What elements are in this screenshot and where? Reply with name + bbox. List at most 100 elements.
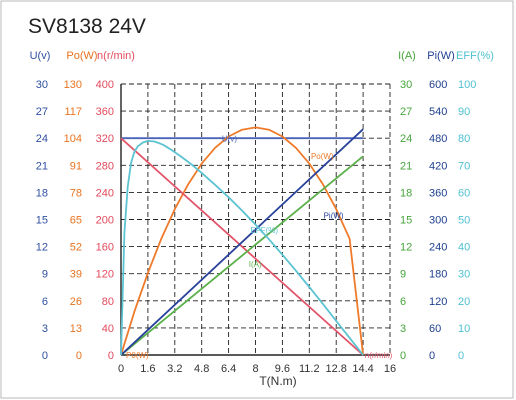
right-axis-tick-label: 21 bbox=[400, 160, 412, 172]
right-axis-tick-label: 6 bbox=[400, 296, 406, 308]
series-line bbox=[120, 155, 364, 356]
right-axis-tick-label: 50 bbox=[458, 215, 470, 227]
left-axis-tick-label: 52 bbox=[70, 242, 82, 254]
x-axis-tick-label: 0 bbox=[118, 363, 124, 375]
left-axis-header: U(v) bbox=[30, 50, 51, 62]
right-axis-tick-label: 540 bbox=[429, 106, 447, 118]
left-axis-tick-label: 3 bbox=[42, 323, 48, 335]
left-axis-tick-label: 117 bbox=[64, 106, 82, 118]
left-axis-tick-label: 130 bbox=[64, 79, 82, 91]
left-axis-tick-label: 13 bbox=[70, 323, 82, 335]
series-line bbox=[120, 137, 364, 356]
right-axis-tick-label: 360 bbox=[429, 187, 447, 199]
right-axis-tick-label: 300 bbox=[429, 215, 447, 227]
series-annotation: Pi(W) bbox=[324, 211, 344, 220]
left-axis-tick-label: 27 bbox=[36, 106, 48, 118]
left-axis-tick-label: 80 bbox=[102, 296, 114, 308]
left-axis-tick-label: 160 bbox=[96, 242, 114, 254]
left-axis-tick-label: 15 bbox=[36, 215, 48, 227]
x-axis-tick-label: 1.6 bbox=[140, 363, 155, 375]
x-axis-tick-label: 14.4 bbox=[352, 363, 373, 375]
left-axis-tick-label: 78 bbox=[70, 187, 82, 199]
series-line bbox=[120, 139, 364, 356]
left-axis-header: Po(W) bbox=[66, 50, 97, 62]
right-axis-tick-label: 420 bbox=[429, 160, 447, 172]
right-axis-tick-label: 10 bbox=[458, 323, 470, 335]
series-annotation: U(v) bbox=[222, 135, 237, 144]
right-axis-tick-label: 40 bbox=[458, 242, 470, 254]
x-axis-tick-label: 6.4 bbox=[221, 363, 236, 375]
x-axis-tick-label: 9.6 bbox=[275, 363, 290, 375]
right-axis-tick-label: 27 bbox=[400, 106, 412, 118]
right-axis-header: I(A) bbox=[398, 50, 416, 62]
left-axis-tick-label: 120 bbox=[96, 269, 114, 281]
right-axis-tick-label: 12 bbox=[400, 242, 412, 254]
left-axis-tick-label: 24 bbox=[36, 133, 48, 145]
right-axis-tick-label: 3 bbox=[400, 323, 406, 335]
x-axis-tick-label: 11.2 bbox=[299, 363, 320, 375]
right-axis-tick-label: 120 bbox=[429, 296, 447, 308]
right-axis-tick-label: 60 bbox=[429, 323, 441, 335]
x-axis-tick-label: 12.8 bbox=[325, 363, 346, 375]
left-axis-tick-label: 200 bbox=[96, 215, 114, 227]
annotations: U(v) Po(W) Pi(W) EFF(%) I(A) P0(W) n(r/min) bbox=[126, 135, 393, 360]
right-axis-tick-label: 9 bbox=[400, 269, 406, 281]
left-axis-header: n(r/min) bbox=[97, 50, 135, 62]
left-axis-tick-label: 21 bbox=[36, 160, 48, 172]
left-axis-tick-label: 320 bbox=[96, 133, 114, 145]
x-axis: 0 1.6 3.2 4.8 6.4 8 9.6 11.2 12.8 14.4 16 bbox=[118, 363, 396, 375]
right-axis-tick-label: 18 bbox=[400, 187, 412, 199]
right-axis-tick-label: 30 bbox=[400, 79, 412, 91]
right-axis-tick-label: 240 bbox=[429, 242, 447, 254]
right-axis-tick-label: 180 bbox=[429, 269, 447, 281]
left-axis-tick-label: 26 bbox=[70, 296, 82, 308]
right-axis-tick-label: 480 bbox=[429, 133, 447, 145]
right-axis-header: Pi(W) bbox=[427, 50, 455, 62]
left-axis-tick-label: 6 bbox=[42, 296, 48, 308]
left-axis-tick-label: 0 bbox=[42, 350, 48, 362]
series-annotation: Po(W) bbox=[311, 152, 334, 161]
right-axis-tick-label: 30 bbox=[458, 269, 470, 281]
x-axis-label: T(N.m) bbox=[259, 374, 296, 388]
left-axis-tick-label: 0 bbox=[76, 350, 82, 362]
right-axis-tick-label: 0 bbox=[400, 350, 406, 362]
left-axis-tick-label: 280 bbox=[96, 160, 114, 172]
right-axis-tick-label: 0 bbox=[458, 350, 464, 362]
x-axis-tick-label: 4.8 bbox=[194, 363, 209, 375]
right-axis-tick-label: 80 bbox=[458, 133, 470, 145]
left-axis-tick-label: 12 bbox=[36, 242, 48, 254]
series-annotation: EFF(%) bbox=[250, 226, 278, 235]
series-annotation: P0(W) bbox=[126, 351, 149, 360]
series-annotation: n(r/min) bbox=[365, 351, 393, 360]
left-axis-tick-label: 360 bbox=[96, 106, 114, 118]
right-axes: I(A) 0 3 6 9 12 15 18 21 24 27 30 Pi(W) 0 60 120 180 240 3… bbox=[398, 50, 494, 362]
right-axis-tick-label: 15 bbox=[400, 215, 412, 227]
right-axis-tick-label: 0 bbox=[429, 350, 435, 362]
left-axis-tick-label: 0 bbox=[108, 350, 114, 362]
grid bbox=[120, 83, 391, 356]
left-axis-tick-label: 91 bbox=[70, 160, 82, 172]
x-axis-tick-label: 8 bbox=[252, 363, 258, 375]
right-axis-tick-label: 90 bbox=[458, 106, 470, 118]
right-axis-tick-label: 70 bbox=[458, 160, 470, 172]
left-axis-tick-label: 40 bbox=[102, 323, 114, 335]
left-axis-tick-label: 240 bbox=[96, 187, 114, 199]
x-axis-tick-label: 16 bbox=[384, 363, 396, 375]
right-axis-tick-label: 100 bbox=[458, 79, 476, 91]
left-axis-tick-label: 104 bbox=[64, 133, 82, 145]
right-axis-tick-label: 20 bbox=[458, 296, 470, 308]
left-axis-tick-label: 9 bbox=[42, 269, 48, 281]
series-line bbox=[120, 128, 364, 356]
left-axis-tick-label: 39 bbox=[70, 269, 82, 281]
right-axis-header: EFF(%) bbox=[456, 50, 494, 62]
left-axis-tick-label: 65 bbox=[70, 215, 82, 227]
x-axis-tick-label: 3.2 bbox=[167, 363, 182, 375]
right-axis-tick-label: 600 bbox=[429, 79, 447, 91]
left-axes: U(v) 0 3 6 9 12 15 18 21 24 27 30 Po(W) 0 13 26 39 52 65 78… bbox=[30, 50, 135, 362]
left-axis-tick-label: 30 bbox=[36, 79, 48, 91]
right-axis-tick-label: 60 bbox=[458, 187, 470, 199]
left-axis-tick-label: 400 bbox=[96, 79, 114, 91]
series bbox=[120, 126, 364, 356]
